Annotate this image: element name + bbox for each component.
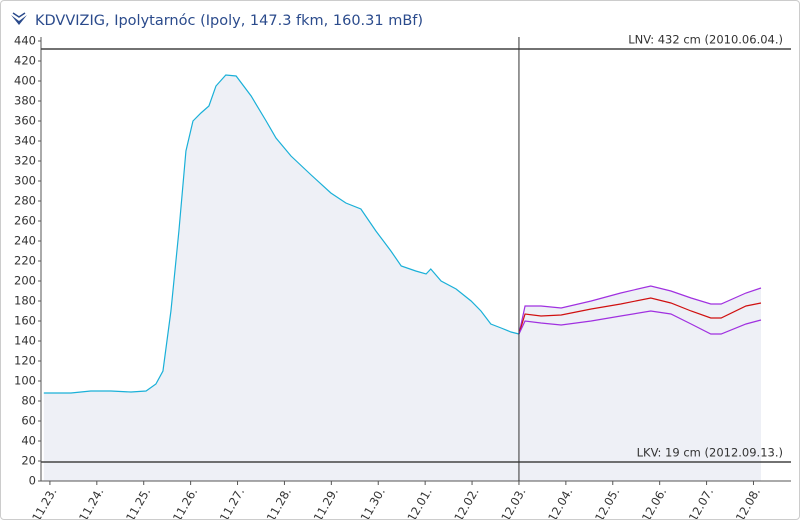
line — [518, 297, 762, 335]
x-tick-label: 12.06. — [639, 485, 669, 519]
x-tick-label: 12.03. — [498, 485, 528, 519]
area — [518, 286, 761, 481]
y-tick-label: 0 — [29, 474, 36, 488]
y-tick-label: 120 — [14, 354, 36, 368]
line — [518, 310, 762, 335]
x-tick-label: 11.25. — [123, 485, 153, 519]
line — [43, 74, 520, 394]
line — [518, 285, 762, 335]
logo — [11, 12, 27, 25]
x-tick-label: 11.30. — [357, 485, 387, 519]
x-tick-label: 12.07. — [686, 485, 716, 519]
reference-label: LKV: 19 cm (2012.09.13.) — [637, 446, 783, 460]
x-tick-label: 12.02. — [451, 485, 481, 519]
y-tick-label: 380 — [14, 94, 36, 108]
x-tick-label: 11.23. — [29, 485, 59, 519]
y-tick-label: 360 — [14, 114, 36, 128]
y-tick-label: 320 — [14, 154, 36, 168]
reference-label: LNV: 432 cm (2010.06.04.) — [628, 33, 783, 47]
area — [43, 75, 519, 481]
y-tick-label: 80 — [21, 394, 36, 408]
x-tick-label: 11.27. — [217, 485, 247, 519]
y-tick-label: 440 — [14, 34, 36, 48]
y-tick-label: 160 — [14, 314, 36, 328]
y-tick-label: 280 — [14, 194, 36, 208]
x-tick-label: 12.04. — [545, 485, 575, 519]
chart-title: KDVVIZIG, Ipolytarnóc (Ipoly, 147.3 fkm,… — [35, 13, 423, 29]
y-tick-label: 100 — [14, 374, 36, 388]
y-tick-label: 340 — [14, 134, 36, 148]
y-tick-label: 180 — [14, 294, 36, 308]
x-tick-label: 12.01. — [404, 485, 434, 519]
y-tick-label: 200 — [14, 274, 36, 288]
y-tick-label: 260 — [14, 214, 36, 228]
y-tick-label: 300 — [14, 174, 36, 188]
x-tick-label: 11.28. — [264, 485, 294, 519]
y-tick-label: 400 — [14, 74, 36, 88]
y-tick-label: 240 — [14, 234, 36, 248]
x-tick-label: 12.08. — [733, 485, 763, 519]
y-tick-label: 20 — [21, 454, 36, 468]
x-tick-label: 12.05. — [592, 485, 622, 519]
y-tick-label: 60 — [21, 414, 36, 428]
y-tick-label: 220 — [14, 254, 36, 268]
y-tick-label: 40 — [21, 434, 36, 448]
x-tick-label: 11.29. — [311, 485, 341, 519]
y-tick-label: 140 — [14, 334, 36, 348]
x-tick-label: 11.26. — [170, 485, 200, 519]
x-tick-label: 11.24. — [76, 485, 106, 519]
y-tick-label: 420 — [14, 54, 36, 68]
